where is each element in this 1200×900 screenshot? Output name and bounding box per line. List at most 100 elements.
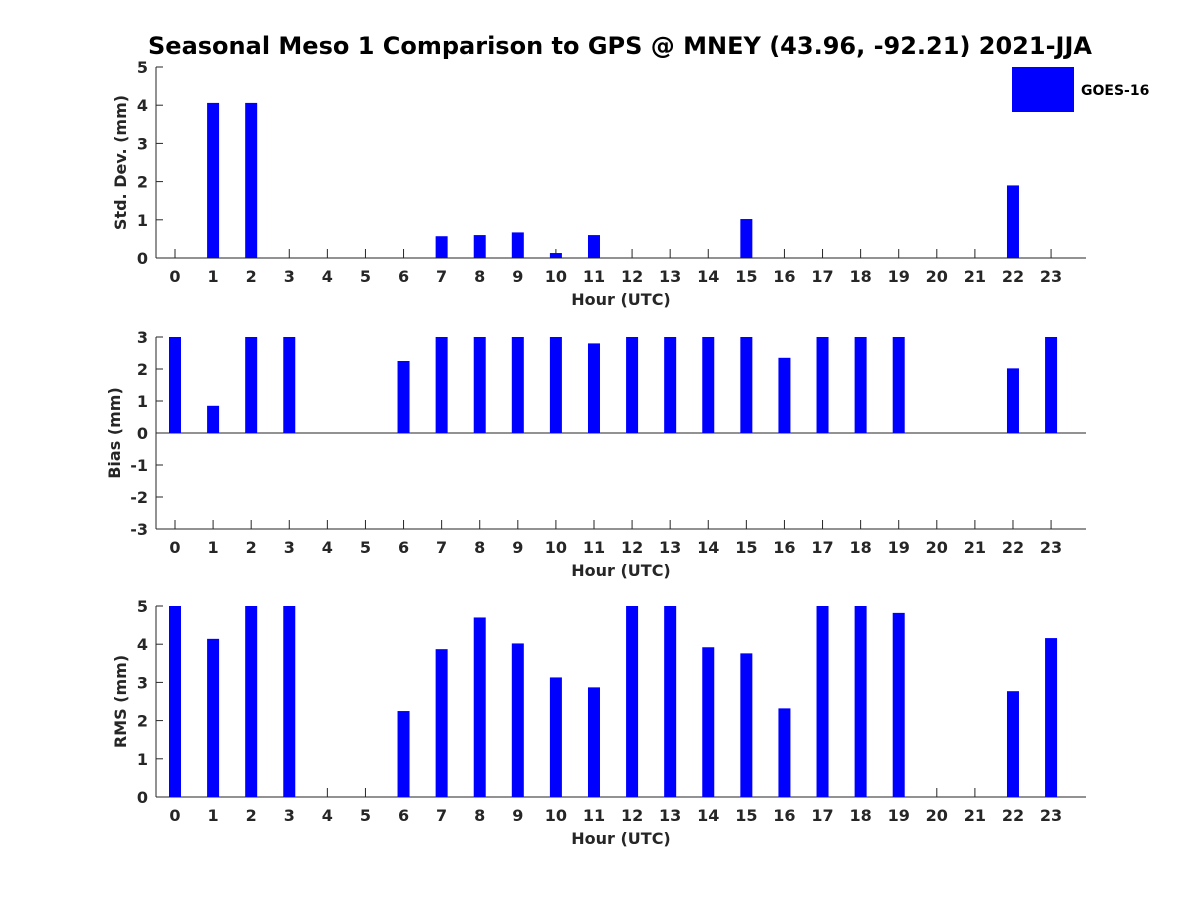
- legend: GOES-16: [1012, 67, 1149, 112]
- bias-bar: [664, 337, 677, 433]
- rms-x-tick-label: 10: [545, 806, 567, 825]
- bias-x-tick-label: 21: [964, 538, 986, 557]
- rms-x-tick-label: 12: [621, 806, 643, 825]
- bias-bar: [626, 337, 639, 433]
- rms-x-tick-label: 16: [773, 806, 795, 825]
- bias-x-tick-label: 7: [436, 538, 447, 557]
- bias-bar: [207, 405, 220, 433]
- rms-x-tick-label: 20: [926, 806, 948, 825]
- rms-x-tick-label: 6: [398, 806, 409, 825]
- bias-x-tick-label: 19: [888, 538, 910, 557]
- bias-y-tick-label: 0: [137, 424, 148, 443]
- bias-bar: [702, 337, 715, 433]
- rms-bar: [1006, 691, 1019, 797]
- rms-bar: [397, 711, 410, 797]
- std-dev-x-tick-label: 4: [322, 267, 333, 286]
- rms-y-tick-label: 0: [137, 788, 148, 807]
- bias-bar: [854, 337, 867, 433]
- bias-x-tick-label: 20: [926, 538, 948, 557]
- std-dev-x-tick-label: 19: [888, 267, 910, 286]
- rms-x-tick-label: 18: [849, 806, 871, 825]
- std-dev-y-label: Std. Dev. (mm): [111, 95, 130, 230]
- rms-x-tick-label: 15: [735, 806, 757, 825]
- rms-bar: [816, 606, 829, 797]
- std-dev-bar: [587, 235, 600, 258]
- rms-y-tick-label: 5: [137, 597, 148, 616]
- std-dev-x-tick-label: 13: [659, 267, 681, 286]
- std-dev-x-label: Hour (UTC): [571, 290, 671, 309]
- std-dev-x-tick-label: 15: [735, 267, 757, 286]
- rms-bar: [702, 647, 715, 797]
- bias-x-tick-label: 2: [246, 538, 257, 557]
- rms-y-tick-label: 1: [137, 750, 148, 769]
- std-dev-x-tick-label: 21: [964, 267, 986, 286]
- bias-y-tick-label: -1: [130, 456, 148, 475]
- bias-x-tick-label: 16: [773, 538, 795, 557]
- std-dev-x-tick-label: 22: [1002, 267, 1024, 286]
- bias-y-tick-label: 3: [137, 328, 148, 347]
- std-dev-x-tick-label: 0: [169, 267, 180, 286]
- bias-bar: [473, 337, 486, 433]
- std-dev-x-tick-label: 16: [773, 267, 795, 286]
- rms-bar: [245, 606, 258, 797]
- std-dev-x-tick-label: 14: [697, 267, 719, 286]
- bias-x-label: Hour (UTC): [571, 561, 671, 580]
- std-dev-x-tick-label: 18: [849, 267, 871, 286]
- rms-x-tick-label: 9: [512, 806, 523, 825]
- rms-x-tick-label: 23: [1040, 806, 1062, 825]
- rms-bar: [169, 606, 181, 797]
- std-dev-y-tick-label: 1: [137, 211, 148, 230]
- rms-bar: [664, 606, 677, 797]
- rms-x-tick-label: 11: [583, 806, 605, 825]
- bias-x-tick-label: 10: [545, 538, 567, 557]
- std-dev-bar: [1006, 185, 1019, 258]
- rms-x-tick-label: 21: [964, 806, 986, 825]
- bias-bar: [892, 337, 905, 433]
- bias-bar: [587, 343, 600, 433]
- bias-y-tick-label: 2: [137, 360, 148, 379]
- bias-bar: [549, 337, 562, 433]
- bias-x-tick-label: 15: [735, 538, 757, 557]
- rms-x-tick-label: 22: [1002, 806, 1024, 825]
- rms-bar: [283, 606, 296, 797]
- bias-y-tick-label: 1: [137, 392, 148, 411]
- std-dev-x-tick-label: 12: [621, 267, 643, 286]
- std-dev-y-tick-label: 3: [137, 134, 148, 153]
- bias-x-tick-label: 11: [583, 538, 605, 557]
- std-dev-x-tick-label: 3: [284, 267, 295, 286]
- rms-x-tick-label: 7: [436, 806, 447, 825]
- rms-x-tick-label: 14: [697, 806, 719, 825]
- rms-x-tick-label: 13: [659, 806, 681, 825]
- std-dev-x-tick-label: 6: [398, 267, 409, 286]
- legend-swatch: [1012, 67, 1074, 112]
- bias-x-tick-label: 17: [811, 538, 833, 557]
- rms-bar: [473, 617, 486, 797]
- rms-bar: [626, 606, 639, 797]
- bias-x-tick-label: 12: [621, 538, 643, 557]
- rms-y-tick-label: 2: [137, 712, 148, 731]
- std-dev-x-tick-label: 20: [926, 267, 948, 286]
- bias-bar: [1045, 337, 1058, 433]
- rms-bar: [854, 606, 867, 797]
- rms-x-tick-label: 17: [811, 806, 833, 825]
- rms-bar: [549, 677, 562, 797]
- bias-x-tick-label: 18: [849, 538, 871, 557]
- std-dev-x-tick-label: 5: [360, 267, 371, 286]
- std-dev-bar: [207, 102, 220, 259]
- rms-bar: [778, 708, 791, 797]
- rms-x-tick-label: 8: [474, 806, 485, 825]
- rms-x-label: Hour (UTC): [571, 829, 671, 848]
- bias-x-tick-label: 8: [474, 538, 485, 557]
- rms-y-label: RMS (mm): [111, 655, 130, 748]
- bias-bar: [169, 337, 181, 433]
- bias-x-tick-label: 6: [398, 538, 409, 557]
- rms-x-tick-label: 19: [888, 806, 910, 825]
- rms-bar: [1045, 638, 1058, 797]
- rms-y-tick-label: 3: [137, 673, 148, 692]
- bias-x-tick-label: 13: [659, 538, 681, 557]
- rms-x-tick-label: 1: [208, 806, 219, 825]
- bias-x-tick-label: 9: [512, 538, 523, 557]
- bias-y-tick-label: -3: [130, 520, 148, 539]
